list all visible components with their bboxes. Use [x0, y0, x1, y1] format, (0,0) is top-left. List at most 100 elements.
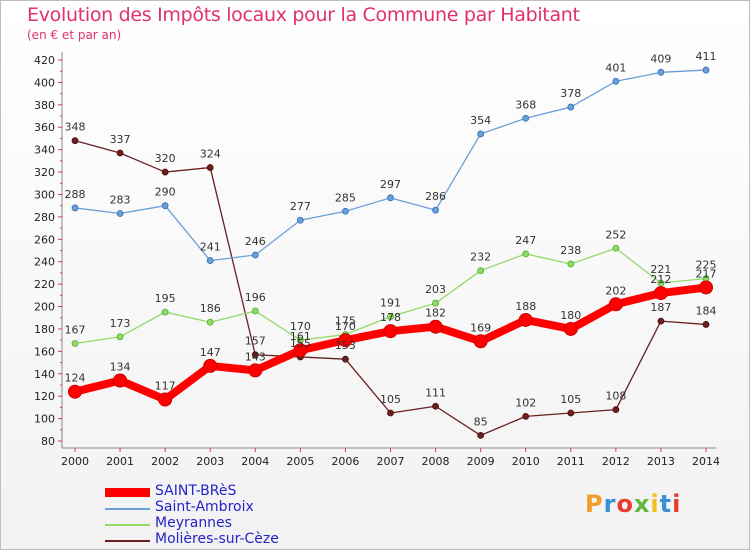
- data-label: 348: [65, 121, 86, 134]
- data-label: 143: [245, 350, 266, 363]
- legend-item: Molières-sur-Cèze: [105, 531, 355, 549]
- y-tick-label: 80: [41, 435, 55, 448]
- data-label: 320: [155, 152, 176, 165]
- x-tick-label: 2004: [241, 455, 269, 468]
- data-point: [432, 402, 439, 410]
- data-point: [387, 409, 394, 417]
- data-label: 187: [650, 301, 671, 314]
- chart-title: Evolution des Impôts locaux pour la Comm…: [27, 4, 580, 26]
- x-tick-label: 2009: [467, 455, 495, 468]
- data-point: [612, 244, 620, 252]
- x-tick-label: 2005: [286, 455, 314, 468]
- proxiti-logo: Proxiti: [585, 490, 681, 518]
- y-tick-label: 320: [34, 166, 55, 179]
- data-label: 297: [380, 178, 401, 191]
- data-point: [342, 207, 349, 215]
- data-point: [428, 319, 443, 334]
- data-point: [387, 194, 394, 202]
- y-tick-label: 240: [34, 256, 55, 269]
- data-label: 246: [245, 235, 266, 248]
- data-label: 217: [696, 267, 717, 280]
- data-label: 108: [605, 390, 626, 403]
- data-label: 368: [515, 98, 536, 111]
- data-point: [293, 343, 308, 358]
- data-point: [432, 206, 439, 214]
- data-label: 288: [65, 188, 86, 201]
- data-point: [477, 267, 485, 275]
- data-label: 175: [335, 315, 356, 328]
- data-point: [477, 431, 485, 439]
- x-tick-label: 2000: [61, 455, 89, 468]
- data-point: [206, 257, 214, 264]
- data-label: 225: [696, 259, 717, 272]
- data-point: [567, 260, 575, 268]
- y-tick-label: 300: [34, 188, 55, 201]
- data-point: [473, 334, 488, 349]
- y-tick-label: 220: [34, 278, 55, 291]
- data-point: [383, 324, 398, 339]
- legend-item: Saint-Ambroix: [105, 499, 355, 517]
- legend-label: SAINT-BRèS: [155, 483, 237, 499]
- data-label: 186: [200, 302, 221, 315]
- data-label: 283: [110, 194, 131, 207]
- data-point: [702, 321, 710, 328]
- data-label: 277: [290, 200, 311, 213]
- data-label: 401: [605, 61, 626, 74]
- data-point: [432, 299, 439, 307]
- data-point: [567, 409, 575, 417]
- data-point: [612, 77, 620, 85]
- data-label: 196: [245, 291, 266, 304]
- data-label: 354: [470, 114, 491, 127]
- data-label: 212: [650, 273, 671, 286]
- data-point: [653, 286, 668, 301]
- logo-letter: P: [585, 490, 604, 518]
- data-point: [477, 130, 485, 138]
- data-label: 153: [335, 339, 356, 352]
- x-tick-label: 2003: [196, 455, 224, 468]
- data-label: 105: [560, 393, 581, 406]
- y-tick-label: 400: [34, 76, 55, 89]
- y-tick-label: 200: [34, 301, 55, 314]
- data-point: [206, 318, 214, 326]
- data-point: [296, 216, 304, 224]
- chart-subtitle: (en € et par an): [27, 28, 122, 42]
- data-label: 155: [290, 337, 311, 350]
- legend-item: Meyrannes: [105, 515, 355, 533]
- logo-letter: r: [603, 490, 617, 518]
- data-point: [206, 164, 214, 171]
- y-tick-label: 120: [34, 390, 55, 403]
- data-label: 286: [425, 190, 446, 203]
- data-label: 170: [335, 320, 356, 333]
- data-point: [699, 280, 713, 295]
- data-label: 182: [425, 307, 446, 320]
- data-point: [248, 363, 263, 378]
- x-tick-label: 2007: [377, 455, 405, 468]
- data-label: 409: [650, 52, 671, 65]
- data-label: 221: [650, 263, 671, 276]
- y-tick-label: 360: [34, 121, 55, 134]
- data-label: 202: [605, 284, 626, 297]
- data-label: 170: [290, 320, 311, 333]
- logo-letter: o: [616, 490, 634, 518]
- data-label: 124: [65, 372, 86, 385]
- data-point: [657, 279, 665, 287]
- data-label: 169: [470, 321, 491, 334]
- data-label: 188: [515, 300, 536, 313]
- data-point: [71, 137, 79, 145]
- data-label: 232: [470, 251, 491, 264]
- data-label: 147: [200, 346, 221, 359]
- data-label: 203: [425, 283, 446, 296]
- data-point: [161, 308, 169, 316]
- data-label: 111: [425, 386, 446, 399]
- data-point: [71, 204, 79, 212]
- data-point: [608, 297, 623, 312]
- x-tick-label: 2010: [512, 455, 540, 468]
- data-label: 290: [155, 186, 176, 199]
- data-label: 191: [380, 297, 401, 310]
- data-point: [68, 384, 82, 399]
- x-tick-label: 2011: [557, 455, 585, 468]
- data-label: 180: [560, 309, 581, 322]
- y-tick-label: 160: [34, 345, 55, 358]
- legend-label: Meyrannes: [155, 515, 232, 531]
